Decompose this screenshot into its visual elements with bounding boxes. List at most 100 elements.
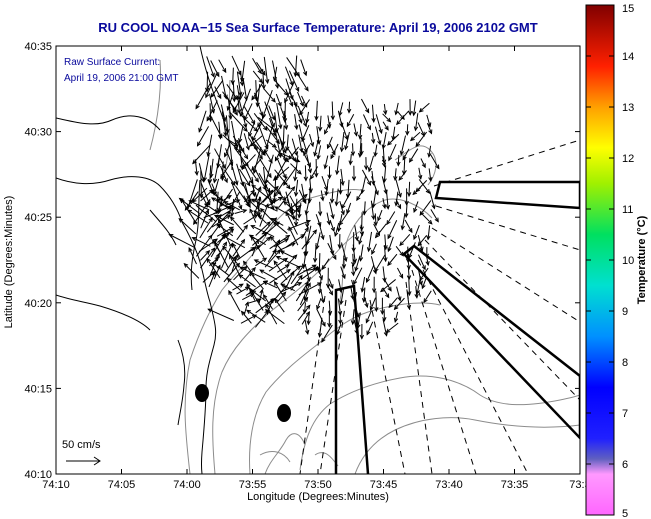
current-vector (231, 55, 242, 76)
current-vector (410, 131, 421, 141)
current-vector-head (366, 180, 372, 186)
current-vector-head (235, 199, 241, 204)
current-vector-head (324, 191, 329, 197)
current-vector (220, 104, 226, 122)
current-vector (325, 178, 329, 196)
current-vector-head (225, 128, 230, 134)
current-vector-head (306, 282, 311, 288)
current-vector (387, 236, 394, 252)
current-vector-head (238, 204, 243, 211)
current-vector (366, 264, 375, 283)
current-vector (329, 201, 334, 219)
current-vector (298, 134, 303, 153)
current-vector (331, 101, 334, 120)
current-vector-head (262, 293, 268, 299)
current-vector-head (246, 181, 251, 187)
current-vector-head (232, 108, 237, 114)
current-vector-head (206, 151, 211, 158)
current-vector-head (274, 206, 280, 211)
current-vector (278, 186, 295, 208)
current-vector (232, 135, 248, 159)
current-vector (280, 282, 302, 293)
current-vector-head (316, 154, 321, 160)
current-vector-head (383, 331, 388, 337)
current-vector-head (354, 236, 359, 242)
current-vector-head (226, 277, 232, 283)
current-vector (284, 81, 295, 103)
current-vector-head (407, 291, 412, 297)
current-vector (195, 82, 212, 109)
current-vector (300, 59, 307, 76)
current-vector-head (434, 217, 439, 223)
current-vector (352, 244, 356, 263)
current-vector (189, 200, 210, 211)
current-vector (305, 199, 310, 215)
current-vector-head (303, 296, 309, 302)
current-vector (382, 155, 386, 167)
current-vector (246, 299, 261, 305)
current-vector (199, 250, 210, 261)
current-vector (339, 200, 345, 215)
current-vector-head (406, 192, 412, 198)
y-tick-label: 40:20 (24, 298, 52, 310)
current-vector (297, 105, 307, 127)
current-vector (327, 136, 333, 149)
current-vector-head (273, 192, 278, 198)
current-vector-head (405, 130, 410, 136)
radar-beam-lines (299, 139, 580, 474)
current-vector (295, 71, 309, 91)
current-vector-head (285, 146, 290, 152)
current-vector-head (246, 309, 252, 314)
current-vector-head (239, 81, 245, 87)
current-vector-head (283, 125, 289, 131)
current-vector (286, 134, 289, 151)
current-vector (255, 257, 267, 267)
current-vector-head (265, 303, 270, 309)
current-vector (244, 190, 255, 203)
x-tick-label: 73:40 (435, 479, 463, 491)
current-vector (368, 231, 373, 252)
current-vector-head (318, 275, 323, 281)
current-vector-head (285, 210, 290, 216)
current-vector-head (298, 274, 303, 280)
current-vector-head (303, 150, 308, 156)
current-vector (396, 267, 404, 279)
current-vector-head (365, 278, 370, 284)
current-vector-head (204, 87, 210, 93)
current-vector (263, 56, 269, 84)
current-vector-head (251, 184, 257, 190)
current-vector (263, 294, 273, 310)
current-vector (394, 168, 397, 180)
current-vector-head (320, 196, 325, 202)
current-vector-head (326, 144, 331, 150)
current-vector (304, 243, 308, 256)
surface-current-vectors (168, 55, 440, 343)
inset-label-line2: April 19, 2006 21:00 GMT (64, 73, 179, 84)
current-vector (224, 201, 241, 211)
current-vector-head (274, 297, 279, 303)
current-vector (205, 71, 218, 98)
current-vector-head (212, 178, 218, 184)
current-vector-head (313, 151, 318, 157)
current-vector-head (249, 271, 254, 277)
current-vector (273, 176, 288, 197)
current-vector-head (356, 196, 361, 202)
current-vector-head (413, 126, 419, 132)
current-vector (297, 91, 304, 107)
current-vector-head (217, 134, 223, 140)
current-vector (294, 155, 299, 181)
current-vector (348, 101, 351, 113)
current-vector (195, 235, 213, 257)
current-vector (359, 137, 362, 157)
current-vector-head (293, 176, 298, 182)
current-vector-head (385, 204, 391, 210)
current-vector-head (335, 170, 340, 176)
current-vector (208, 308, 235, 321)
current-vector-head (399, 251, 404, 257)
x-tick-label: 73:35 (501, 479, 529, 491)
current-vector-head (331, 150, 336, 156)
current-vector (231, 166, 238, 185)
current-vector-head (272, 248, 277, 254)
current-vector (236, 71, 242, 96)
current-vector-head (326, 220, 331, 226)
